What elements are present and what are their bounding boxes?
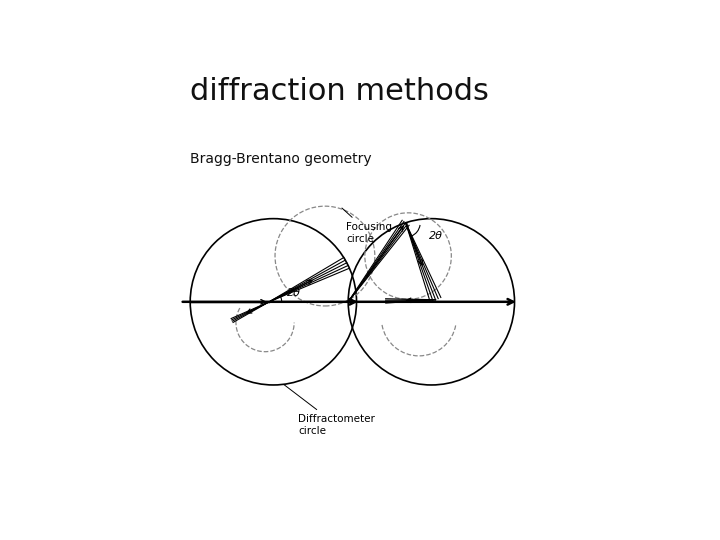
Text: 2θ: 2θ bbox=[428, 231, 442, 241]
Text: 2θ: 2θ bbox=[287, 288, 300, 299]
Text: diffraction methods: diffraction methods bbox=[190, 77, 489, 106]
Text: Focusing
circle: Focusing circle bbox=[342, 208, 392, 244]
Text: Diffractometer
circle: Diffractometer circle bbox=[284, 384, 375, 436]
Text: Bragg-Brentano geometry: Bragg-Brentano geometry bbox=[190, 152, 372, 166]
